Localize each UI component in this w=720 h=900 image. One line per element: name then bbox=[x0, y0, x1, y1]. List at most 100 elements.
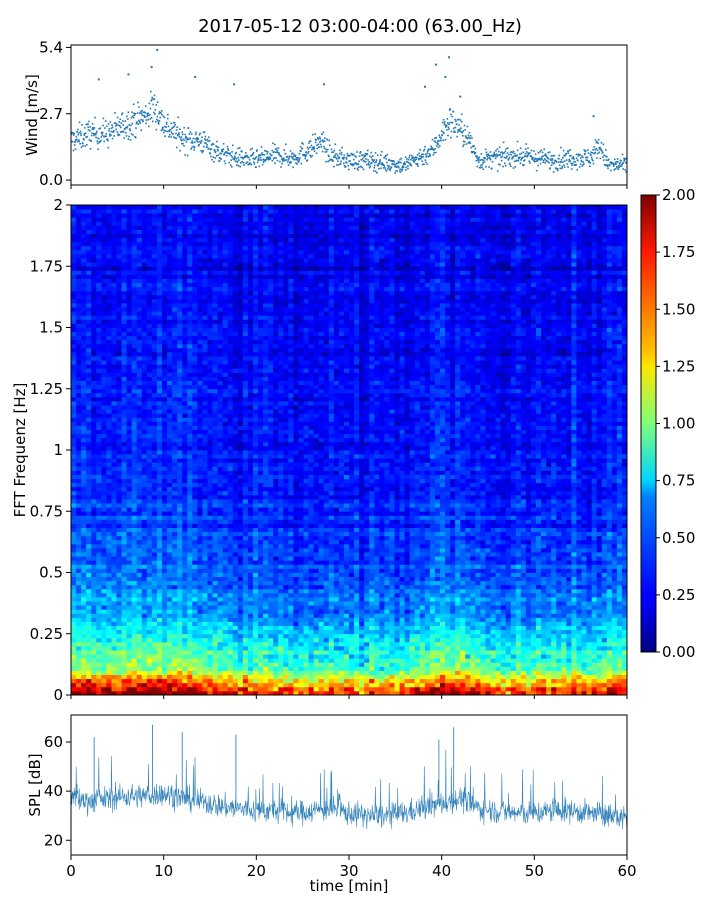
wind-point bbox=[435, 63, 438, 66]
spectrogram-cell bbox=[576, 584, 582, 590]
spectrogram-cell bbox=[126, 617, 133, 622]
spectrogram-cell bbox=[525, 605, 532, 610]
wind-point bbox=[600, 149, 603, 151]
spectrogram-cell bbox=[222, 646, 229, 651]
spectrogram-cell bbox=[546, 670, 552, 675]
spectrogram-cell bbox=[429, 613, 436, 618]
spectrogram-cell bbox=[318, 686, 325, 692]
spectrogram-cell bbox=[470, 682, 476, 688]
spectrogram-cell bbox=[338, 568, 345, 573]
wind-point bbox=[382, 167, 385, 169]
spectrogram-cell bbox=[505, 597, 512, 602]
spectrogram-cell bbox=[227, 650, 234, 655]
wind-point bbox=[366, 153, 369, 155]
spectrogram-cell bbox=[566, 654, 572, 659]
spectrogram-cell bbox=[156, 621, 163, 626]
spectrogram-cell bbox=[460, 678, 466, 684]
spectrogram-cell bbox=[182, 605, 188, 610]
wind-point bbox=[185, 141, 188, 143]
spectrogram-cell bbox=[561, 584, 567, 590]
wind-point bbox=[384, 166, 386, 169]
spectrogram-cell bbox=[404, 609, 411, 614]
spectrogram-cell bbox=[96, 568, 102, 573]
wind-point bbox=[332, 156, 335, 159]
spectrogram-cell bbox=[222, 678, 229, 684]
spectrogram-cell bbox=[71, 564, 77, 569]
wind-point bbox=[110, 130, 113, 133]
spectrogram-cell bbox=[258, 617, 264, 622]
spectrogram-cell bbox=[242, 625, 249, 631]
spectrogram-cell bbox=[151, 670, 158, 675]
wind-point bbox=[270, 154, 273, 157]
wind-point bbox=[459, 130, 461, 132]
wind-point bbox=[485, 153, 488, 156]
spectrogram-cell bbox=[227, 654, 234, 659]
spectrogram-cell bbox=[151, 584, 158, 590]
spectrogram-cell bbox=[247, 625, 254, 631]
spectrogram-cell bbox=[283, 617, 289, 622]
wind-point bbox=[163, 116, 166, 119]
wind-point bbox=[508, 156, 511, 159]
spectrogram-cell bbox=[182, 646, 188, 651]
spectrogram-cell bbox=[424, 637, 431, 643]
wind-point bbox=[349, 162, 352, 165]
spectrogram-cell bbox=[161, 670, 168, 675]
wind-point bbox=[208, 140, 211, 142]
spectrogram-cell bbox=[202, 666, 208, 671]
spectrogram-cell bbox=[490, 568, 496, 573]
spectrogram-cell bbox=[288, 617, 294, 622]
wind-point bbox=[422, 155, 425, 158]
spectrogram-cell bbox=[399, 646, 405, 651]
spectrogram-cell bbox=[172, 617, 178, 622]
spectrogram-cell bbox=[369, 654, 375, 659]
spectrogram-cell bbox=[202, 678, 208, 684]
spectrogram-cell bbox=[71, 621, 77, 626]
spectrogram-cell bbox=[146, 613, 153, 618]
spectrogram-cell bbox=[525, 613, 532, 618]
spectrogram-cell bbox=[596, 633, 603, 639]
spectrogram-cell bbox=[445, 686, 451, 692]
spectrogram-cell bbox=[217, 617, 224, 622]
spectrogram-cell bbox=[576, 678, 582, 684]
spectrogram-cell bbox=[359, 625, 365, 631]
spectrogram-cell bbox=[439, 617, 446, 622]
spectrogram-cell bbox=[541, 580, 547, 586]
wind-point bbox=[592, 115, 595, 118]
spectrogram-cell bbox=[591, 597, 598, 602]
spectrogram-cell bbox=[172, 576, 178, 582]
spectrogram-cell bbox=[460, 584, 466, 590]
spectrogram-cell bbox=[288, 646, 294, 651]
wind-point bbox=[443, 132, 445, 135]
spectrogram-cell bbox=[252, 674, 259, 680]
wind-point bbox=[198, 133, 201, 136]
spectrogram-cell bbox=[450, 617, 456, 622]
spectrogram-cell bbox=[414, 576, 421, 582]
spectrogram-cell bbox=[470, 690, 476, 696]
wind-point bbox=[133, 114, 136, 116]
spectrogram-cell bbox=[525, 592, 532, 598]
spectrogram-cell bbox=[96, 654, 102, 659]
wind-point bbox=[259, 156, 262, 159]
spectrogram-cell bbox=[192, 568, 198, 573]
wind-point bbox=[542, 155, 544, 157]
spectrogram-cell bbox=[141, 625, 148, 631]
spectrogram-cell bbox=[546, 662, 552, 667]
wind-point bbox=[175, 132, 177, 135]
spectrogram-cell bbox=[227, 662, 234, 667]
spectrogram-cell bbox=[541, 654, 547, 659]
spectrogram-cell bbox=[424, 662, 431, 667]
spectrogram-cell bbox=[187, 588, 193, 594]
spectrogram-cell bbox=[111, 621, 117, 626]
spectrogram-cell bbox=[551, 666, 557, 671]
spectrogram-cell bbox=[389, 662, 395, 667]
wind-point bbox=[523, 159, 526, 161]
spectrogram-cell bbox=[278, 576, 284, 582]
wind-point bbox=[115, 125, 117, 127]
spectrogram-cell bbox=[419, 662, 426, 667]
spectrogram-cell bbox=[349, 621, 355, 626]
wind-point bbox=[352, 163, 355, 166]
spectrogram-cell bbox=[404, 658, 411, 663]
spectrogram-cell bbox=[111, 662, 117, 667]
spectrogram-cell bbox=[551, 613, 557, 618]
spectrogram-cell bbox=[242, 658, 249, 663]
